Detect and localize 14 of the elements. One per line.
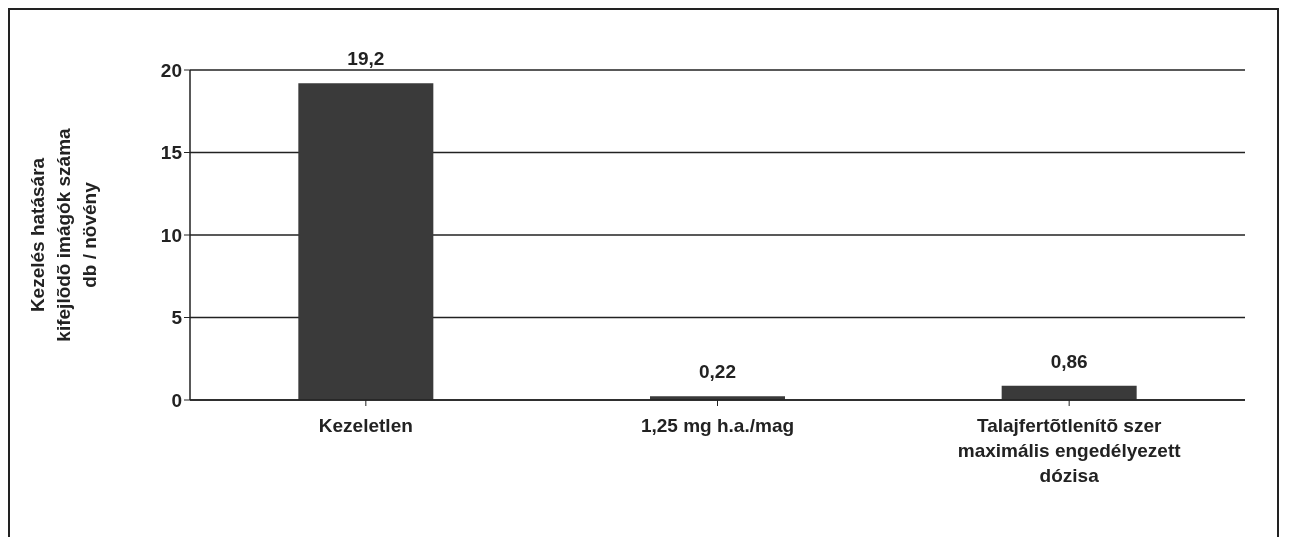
y-tick-label: 20	[160, 59, 182, 81]
y-tick-label: 0	[171, 389, 182, 411]
y-tick-label: 15	[160, 142, 183, 164]
data-label: 0,22	[699, 361, 736, 383]
y-axis-title: Kezelés hatására kifejlõdõ imágók száma db / növény	[27, 127, 100, 342]
y-tick-label: 5	[171, 307, 183, 329]
x-tick-label: Talajfertõtlenítõ szer maximális engedélyezett dózisa	[957, 415, 1182, 486]
bar	[1001, 385, 1137, 400]
y-tick-label: 10	[160, 224, 182, 246]
bar	[298, 83, 434, 400]
data-label: 0,86	[1050, 350, 1088, 372]
x-tick-label: 1,25 mg h.a./mag	[640, 415, 795, 436]
data-label: 19,2	[347, 48, 385, 70]
x-tick-label: Kezeletlen	[318, 415, 413, 436]
